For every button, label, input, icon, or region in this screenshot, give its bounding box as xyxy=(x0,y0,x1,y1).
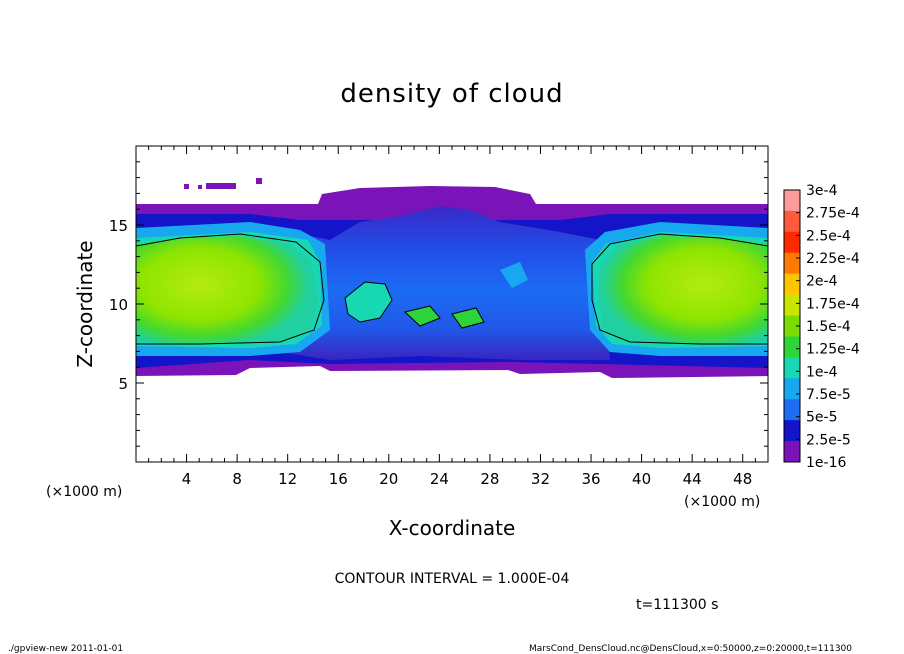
colorbar-swatch xyxy=(784,294,800,317)
colorbar-label: 1.5e-4 xyxy=(806,319,851,335)
top-cap-band xyxy=(318,186,536,204)
x-tick-label: 36 xyxy=(581,470,600,488)
colorbar-label: 3e-4 xyxy=(806,183,838,199)
central-patch xyxy=(345,282,392,322)
left-core xyxy=(136,236,318,344)
right-core xyxy=(598,236,768,344)
contour-line xyxy=(403,305,441,327)
floating-blob xyxy=(184,184,189,189)
colorbar-swatch xyxy=(784,210,800,233)
footer-left: ./gpview-new 2011-01-01 xyxy=(8,644,123,654)
colorbar-swatch xyxy=(784,357,800,379)
colorbar-swatch xyxy=(784,273,800,296)
contour-line xyxy=(451,307,485,329)
x-unit-left: (×1000 m) xyxy=(46,484,122,500)
x-tick-label: 8 xyxy=(232,470,242,488)
colorbar-label: 2.5e-5 xyxy=(806,432,851,448)
y-tick-label: 10 xyxy=(109,296,128,314)
x-tick-label: 24 xyxy=(430,470,449,488)
floating-blob xyxy=(256,178,262,184)
colorbar-swatch xyxy=(784,420,800,442)
x-unit-right: (×1000 m) xyxy=(684,494,760,510)
contour-line xyxy=(136,233,325,345)
x-tick-label: 28 xyxy=(480,470,499,488)
central-patch xyxy=(500,262,528,288)
colorbar-swatch xyxy=(784,399,800,421)
contour-interval: CONTOUR INTERVAL = 1.000E-04 xyxy=(335,571,570,587)
x-axis-label: X-coordinate xyxy=(389,516,516,540)
colorbar-label: 1e-4 xyxy=(806,364,838,380)
x-tick-label: 12 xyxy=(278,470,297,488)
x-tick-label: 20 xyxy=(379,470,398,488)
colorbar-swatch xyxy=(784,336,800,358)
contour-line xyxy=(591,233,768,345)
y-axis-label: Z-coordinate xyxy=(73,240,97,367)
x-axis-ticks: 4 8 12 16 20 24 28 32 36 40 44 48 xyxy=(148,146,756,488)
colorbar-label: 2.25e-4 xyxy=(806,251,860,267)
x-tick-label: 32 xyxy=(531,470,550,488)
colorbar-label: 2.75e-4 xyxy=(806,206,860,222)
y-axis-ticks: 5 10 15 xyxy=(109,161,768,447)
y-tick-label: 5 xyxy=(118,375,128,393)
x-tick-label: 48 xyxy=(733,470,752,488)
colorbar-swatch xyxy=(784,378,800,400)
x-tick-label: 16 xyxy=(329,470,348,488)
colorbar-label: 1.25e-4 xyxy=(806,342,860,358)
central-patch xyxy=(452,308,484,328)
footer-right: MarsCond_DensCloud.nc@DensCloud,x=0:5000… xyxy=(529,644,852,654)
time-label: t=111300 s xyxy=(636,597,718,613)
floating-blob xyxy=(198,185,202,189)
colorbar-label: 7.5e-5 xyxy=(806,387,851,403)
x-tick-label: 4 xyxy=(182,470,192,488)
colorbar-label: 2.5e-4 xyxy=(806,228,851,244)
colorbar-label: 1e-16 xyxy=(806,455,846,471)
colorbar-label: 2e-4 xyxy=(806,274,838,290)
chart-title: density of cloud xyxy=(340,79,563,109)
colorbar: 3e-4 2.75e-4 2.5e-4 2.25e-4 2e-4 1.75e-4 1.5e-… xyxy=(783,183,860,471)
floating-blob xyxy=(206,183,236,189)
colorbar-swatch xyxy=(784,190,800,212)
colorbar-swatch xyxy=(784,252,800,275)
plot-area xyxy=(136,178,768,378)
contour-line xyxy=(344,281,393,323)
y-tick-label: 15 xyxy=(109,217,128,235)
colorbar-label: 1.75e-4 xyxy=(806,296,860,312)
colorbar-swatch xyxy=(784,231,800,254)
colorbar-swatch xyxy=(784,315,800,337)
colorbar-label: 5e-5 xyxy=(806,410,837,426)
x-tick-label: 44 xyxy=(683,470,702,488)
colorbar-swatch xyxy=(784,441,800,463)
x-tick-label: 40 xyxy=(632,470,651,488)
